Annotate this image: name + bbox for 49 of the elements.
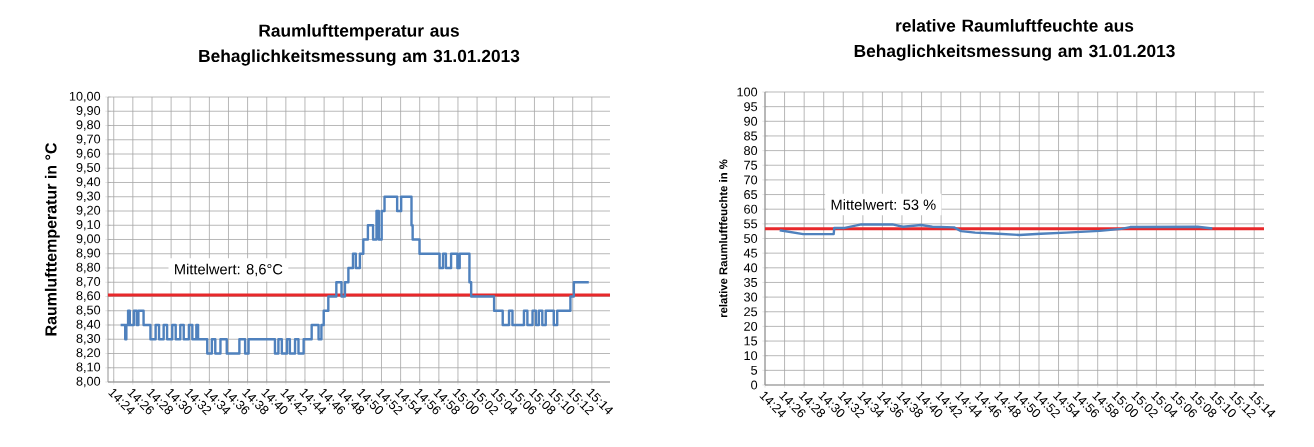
y-tick-label: 9,80 [76,120,101,131]
y-tick-label: 8,50 [76,305,101,316]
y-tick-label: 8,40 [76,319,101,331]
chart-title: relative Raumluftfeuchte aus Behaglichkeitsmessung am 31.01.2013 [854,19,1175,61]
y-tick-label: 45 [743,248,758,258]
y-tick-label: 9,00 [76,234,101,245]
y-tick-label: 65 [744,190,758,200]
y-tick-label: 9,90 [76,106,101,117]
y-tick-label: 8,10 [76,362,101,373]
y-tick-label: 40 [743,263,758,273]
chart-title: Raumlufttemperatur aus Behaglichkeitsmessung am 31.01.2013 [199,24,520,66]
y-tick-label: 85 [744,131,758,141]
y-tick-label: 9,50 [76,163,101,174]
y-tick-label: 9,40 [76,177,101,188]
y-tick-label: 8,80 [76,262,101,274]
y-axis-title: Raumlufttemperatur in °C [44,142,60,336]
y-tick-label: 8,60 [76,291,101,302]
y-tick-label: 60 [744,204,758,214]
y-axis-title: relative Raumluftfeuchte in % [719,159,728,318]
y-tick-label: 8,90 [76,248,101,259]
y-tick-label: 9,10 [76,220,101,231]
y-tick-label: 80 [744,146,758,156]
y-tick-label: 15 [744,336,758,346]
y-tick-label: 8,00 [76,376,101,388]
y-tick-label: 0 [751,380,758,390]
y-tick-label: 8,70 [76,277,101,288]
y-tick-label: 95 [744,102,758,112]
y-tick-label: 55 [744,219,758,229]
y-tick-label: 10 [744,351,758,361]
y-tick-label: 75 [744,160,758,170]
y-tick-label: 25 [744,307,758,317]
y-tick-label: 30 [744,292,758,302]
y-tick-label: 35 [744,277,758,287]
y-tick-label: 9,70 [76,134,101,145]
y-tick-label: 8,20 [76,348,101,359]
ref-line-label: Mittelwert: 8,6°C [175,263,283,277]
y-tick-label: 20 [744,321,758,331]
y-tick-label: 9,30 [76,191,101,202]
ref-line-label: Mittelwert: 53 % [831,199,936,210]
y-tick-label: 10,00 [69,91,101,103]
y-tick-label: 9,20 [76,205,101,217]
y-tick-label: 5 [751,365,758,375]
y-tick-label: 100 [737,87,758,97]
y-tick-label: 70 [744,175,758,185]
y-tick-label: 50 [744,234,758,243]
y-tick-label: 8,30 [76,334,101,345]
y-tick-label: 9,60 [76,148,101,160]
line-series [778,223,1214,237]
y-tick-label: 90 [744,116,758,126]
